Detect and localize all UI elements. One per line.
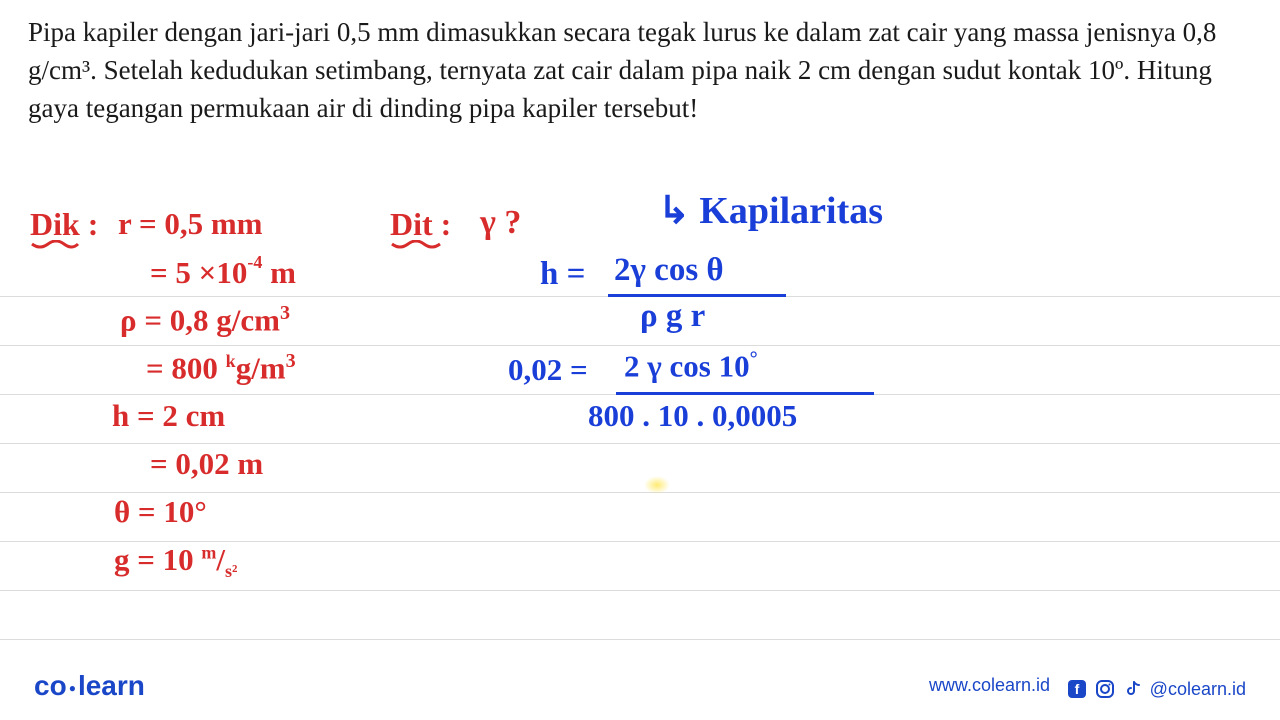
svg-text:f: f bbox=[1074, 681, 1079, 697]
asked-label: Dit : bbox=[390, 206, 451, 243]
eq1-lhs: h = bbox=[540, 256, 585, 293]
social-handle: @colearn.id bbox=[1150, 679, 1246, 700]
given-theta: θ = 10° bbox=[114, 494, 207, 530]
instagram-icon bbox=[1094, 678, 1116, 700]
eq1-denominator: ρ g r bbox=[640, 298, 705, 335]
squiggle-underline bbox=[30, 240, 80, 250]
eq1-numerator: 2γ cos θ bbox=[614, 252, 724, 289]
given-rho1: ρ = 0,8 g/cm3 bbox=[120, 302, 290, 338]
eq2-lhs: 0,02 = bbox=[508, 352, 588, 388]
given-r1: r = 0,5 mm bbox=[118, 206, 263, 242]
given-g: g = 10 m/s² bbox=[114, 542, 237, 582]
eq2-numerator: 2 γ cos 10° bbox=[624, 348, 758, 384]
tiktok-icon bbox=[1122, 678, 1144, 700]
colearn-logo: co●learn bbox=[34, 670, 145, 702]
eq2-denominator: 800 . 10 . 0,0005 bbox=[588, 398, 797, 434]
social-section: f @colearn.id bbox=[1066, 678, 1246, 700]
cursor-highlight bbox=[644, 476, 670, 494]
asked-value: γ ? bbox=[480, 204, 521, 242]
eq1-fraction-line bbox=[608, 294, 786, 297]
footer: co●learn www.colearn.id f @colearn.id bbox=[0, 662, 1280, 702]
given-h1: h = 2 cm bbox=[112, 398, 225, 434]
facebook-icon: f bbox=[1066, 678, 1088, 700]
given-h2: = 0,02 m bbox=[150, 446, 263, 482]
eq2-fraction-line bbox=[616, 392, 874, 395]
website-url: www.colearn.id bbox=[929, 675, 1050, 696]
problem-statement: Pipa kapiler dengan jari-jari 0,5 mm dim… bbox=[28, 14, 1252, 127]
problem-text: Pipa kapiler dengan jari-jari 0,5 mm dim… bbox=[28, 17, 1216, 123]
given-rho2: = 800 kg/m3 bbox=[146, 350, 296, 386]
given-label: Dik : bbox=[30, 206, 98, 243]
squiggle-underline-2 bbox=[390, 240, 448, 250]
topic-label: ↳ Kapilaritas bbox=[658, 188, 883, 233]
given-r2: = 5 ×10-4 m bbox=[150, 255, 296, 291]
